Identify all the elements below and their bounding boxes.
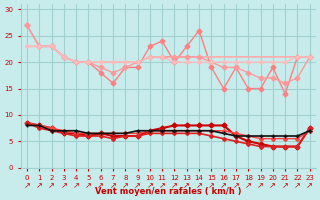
X-axis label: Vent moyen/en rafales ( km/h ): Vent moyen/en rafales ( km/h ) [95, 187, 242, 196]
Text: ↗: ↗ [306, 181, 313, 190]
Text: ↗: ↗ [232, 181, 239, 190]
Text: ↗: ↗ [109, 181, 116, 190]
Text: ↗: ↗ [97, 181, 104, 190]
Text: ↗: ↗ [196, 181, 203, 190]
Text: ↗: ↗ [257, 181, 264, 190]
Text: ↗: ↗ [85, 181, 92, 190]
Text: ↗: ↗ [282, 181, 289, 190]
Text: ↗: ↗ [73, 181, 80, 190]
Text: ↗: ↗ [208, 181, 215, 190]
Text: ↗: ↗ [159, 181, 166, 190]
Text: ↗: ↗ [60, 181, 67, 190]
Text: ↗: ↗ [146, 181, 153, 190]
Text: ↗: ↗ [122, 181, 129, 190]
Text: ↗: ↗ [183, 181, 190, 190]
Text: ↗: ↗ [36, 181, 43, 190]
Text: ↗: ↗ [171, 181, 178, 190]
Text: ↗: ↗ [134, 181, 141, 190]
Text: ↗: ↗ [294, 181, 301, 190]
Text: ↗: ↗ [220, 181, 227, 190]
Text: ↗: ↗ [23, 181, 30, 190]
Text: ↗: ↗ [269, 181, 276, 190]
Text: ↗: ↗ [245, 181, 252, 190]
Text: ↗: ↗ [48, 181, 55, 190]
